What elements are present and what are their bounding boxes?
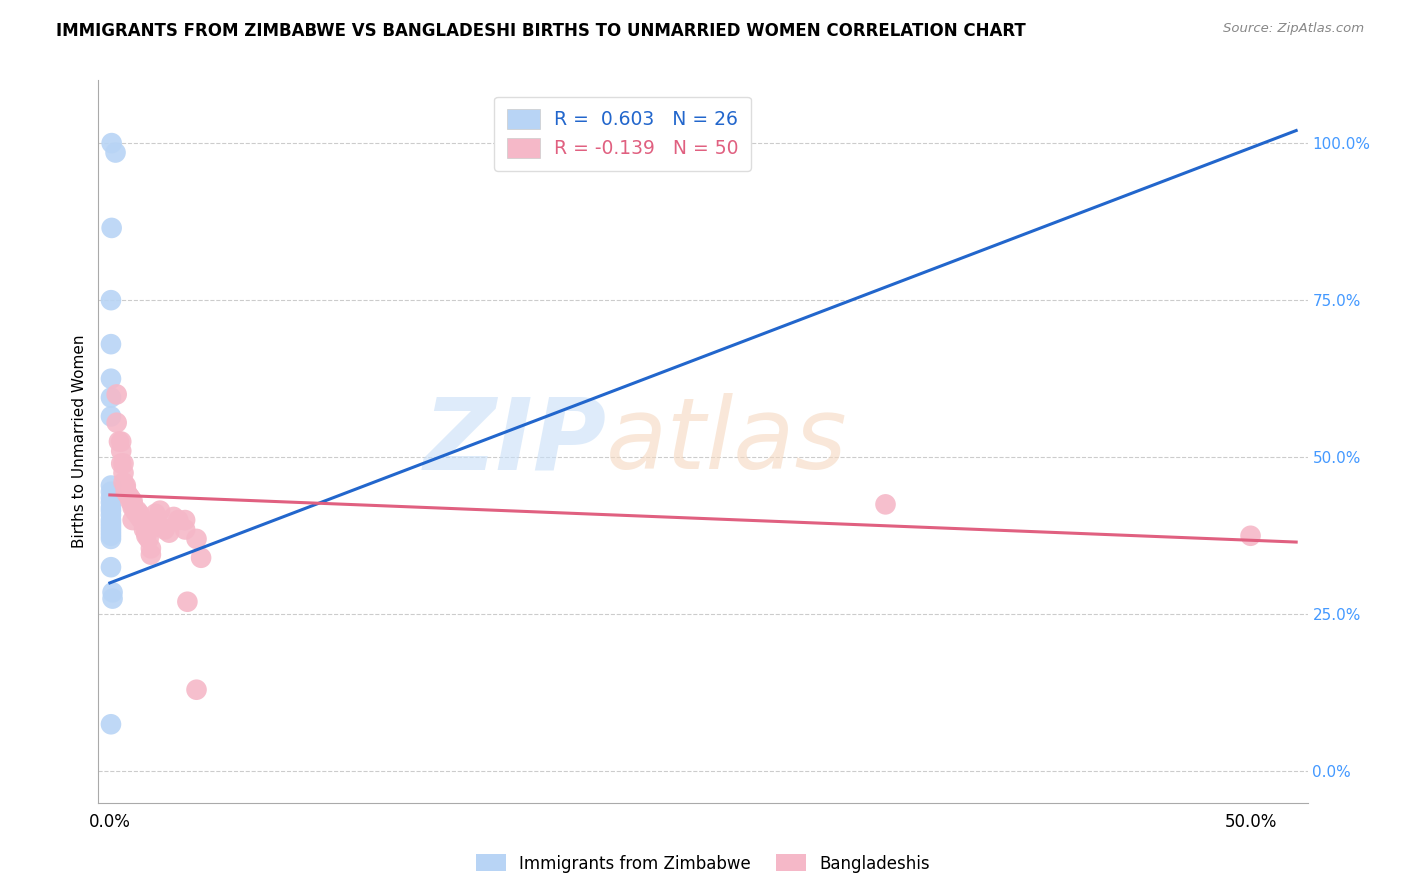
Point <box>100 525 122 540</box>
Point <box>100 519 122 533</box>
Point <box>104 145 127 160</box>
Point <box>145 507 167 521</box>
Point <box>174 523 197 537</box>
Point <box>100 508 122 522</box>
Point <box>127 503 149 517</box>
Point <box>100 503 122 517</box>
Point <box>100 532 122 546</box>
Point <box>100 523 122 537</box>
Point <box>149 519 172 533</box>
Point <box>121 497 143 511</box>
Point <box>176 595 198 609</box>
Point <box>174 513 197 527</box>
Point <box>100 717 122 731</box>
Point <box>110 457 132 471</box>
Point <box>145 513 167 527</box>
Point <box>135 529 157 543</box>
Point <box>101 591 124 606</box>
Point <box>117 488 139 502</box>
Point <box>100 221 122 235</box>
Point <box>121 500 143 515</box>
Point <box>186 532 208 546</box>
Point <box>135 525 157 540</box>
Point <box>121 513 143 527</box>
Point <box>138 532 160 546</box>
Point <box>127 507 149 521</box>
Point <box>112 457 135 471</box>
Point <box>101 585 124 599</box>
Point <box>100 560 122 574</box>
Point <box>167 513 190 527</box>
Point <box>100 372 122 386</box>
Point <box>100 478 122 492</box>
Point <box>128 510 150 524</box>
Point <box>186 682 208 697</box>
Point <box>105 387 128 401</box>
Y-axis label: Births to Unmarried Women: Births to Unmarried Women <box>72 334 87 549</box>
Point <box>139 548 162 562</box>
Point <box>875 497 897 511</box>
Point <box>114 484 136 499</box>
Legend: Immigrants from Zimbabwe, Bangladeshis: Immigrants from Zimbabwe, Bangladeshis <box>470 847 936 880</box>
Point <box>190 550 212 565</box>
Point <box>100 484 122 499</box>
Point <box>110 444 132 458</box>
Point <box>108 434 131 449</box>
Point <box>120 491 142 505</box>
Point <box>114 478 136 492</box>
Point <box>128 507 150 521</box>
Point <box>114 482 136 496</box>
Point <box>132 516 155 531</box>
Point <box>117 488 139 502</box>
Point <box>100 513 122 527</box>
Point <box>100 409 122 424</box>
Point <box>100 495 122 509</box>
Legend: R =  0.603   N = 26, R = -0.139   N = 50: R = 0.603 N = 26, R = -0.139 N = 50 <box>495 96 751 170</box>
Point <box>100 516 122 531</box>
Point <box>120 494 142 508</box>
Point <box>100 500 122 515</box>
Point <box>163 510 186 524</box>
Point <box>100 529 122 543</box>
Point <box>149 503 172 517</box>
Point <box>110 434 132 449</box>
Point <box>124 503 146 517</box>
Point <box>131 513 153 527</box>
Point <box>105 416 128 430</box>
Text: ZIP: ZIP <box>423 393 606 490</box>
Point <box>1239 529 1261 543</box>
Point <box>112 475 135 490</box>
Point <box>153 523 176 537</box>
Text: IMMIGRANTS FROM ZIMBABWE VS BANGLADESHI BIRTHS TO UNMARRIED WOMEN CORRELATION CH: IMMIGRANTS FROM ZIMBABWE VS BANGLADESHI … <box>56 22 1026 40</box>
Text: Source: ZipAtlas.com: Source: ZipAtlas.com <box>1223 22 1364 36</box>
Point <box>121 494 143 508</box>
Point <box>100 491 122 505</box>
Point <box>139 541 162 556</box>
Point <box>120 491 142 505</box>
Point <box>100 337 122 351</box>
Point <box>112 466 135 480</box>
Point <box>157 525 180 540</box>
Text: atlas: atlas <box>606 393 848 490</box>
Point <box>100 136 122 150</box>
Point <box>100 293 122 308</box>
Point <box>100 391 122 405</box>
Point <box>132 523 155 537</box>
